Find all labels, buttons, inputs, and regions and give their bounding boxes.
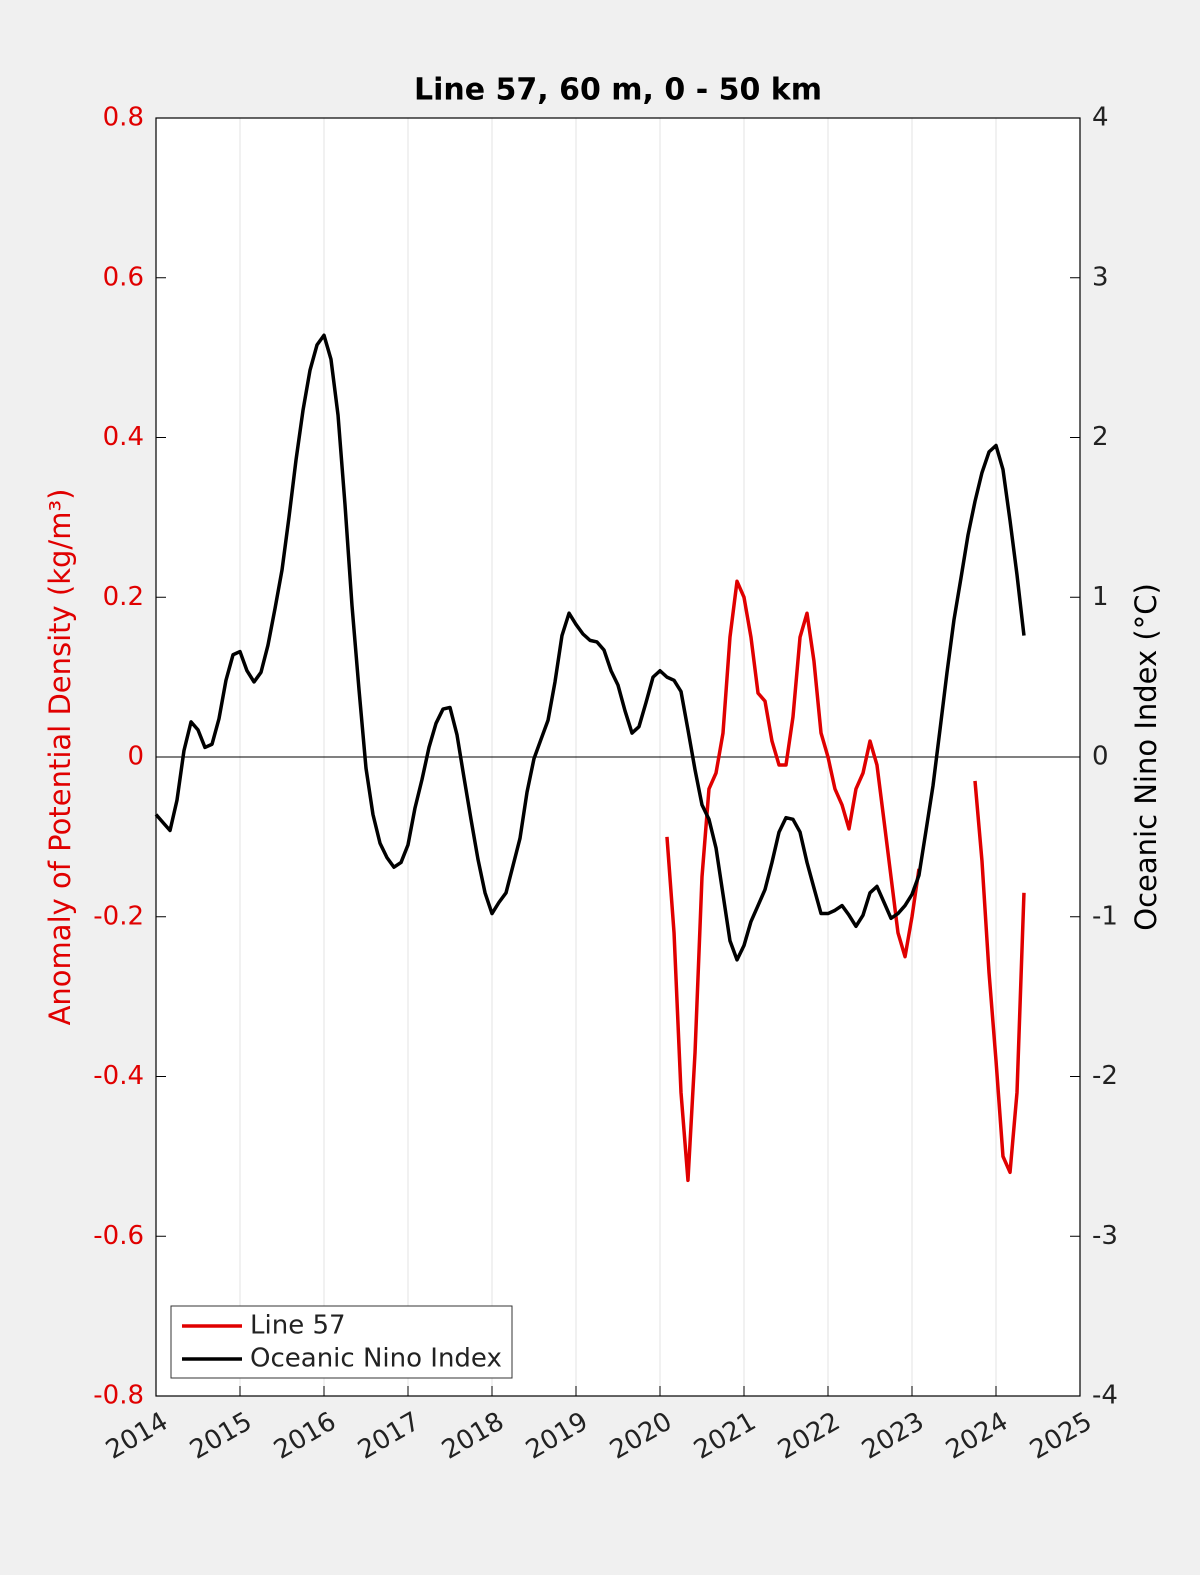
y-tick-label: -0.4	[93, 1061, 144, 1091]
y-tick-label: -0.6	[93, 1221, 144, 1251]
legend-label: Line 57	[250, 1311, 346, 1341]
data-line	[154, 333, 1026, 962]
y2-tick-label: -2	[1092, 1061, 1118, 1091]
legend-box	[170, 1305, 513, 1379]
y2-tick-label: -4	[1092, 1381, 1118, 1411]
y-axis-label: Anomaly of Potential Density (kg/m³)	[43, 489, 77, 1026]
y-tick-label: 0	[127, 742, 144, 772]
chart-title: Line 57, 60 m, 0 - 50 km	[414, 73, 822, 108]
y2-tick-label: -3	[1092, 1221, 1118, 1251]
y2-axis-label: Oceanic Nino Index (°C)	[1129, 583, 1163, 931]
y2-tick-label: 0	[1092, 742, 1109, 772]
y-tick-label: 0.8	[103, 103, 144, 133]
y-tick-label: 0.4	[103, 422, 144, 452]
y2-tick-label: -1	[1092, 901, 1118, 931]
y2-tick-label: 1	[1092, 582, 1109, 612]
legend-label: Oceanic Nino Index	[250, 1344, 502, 1374]
y2-tick-label: 2	[1092, 422, 1109, 452]
y-tick-label: -0.2	[93, 901, 144, 931]
y-tick-label: 0.2	[103, 582, 144, 612]
y-tick-label: -0.8	[93, 1381, 144, 1411]
y2-tick-label: 4	[1092, 103, 1109, 133]
data-line	[665, 579, 1026, 1183]
y-tick-label: 0.6	[103, 262, 144, 292]
y2-tick-label: 3	[1092, 262, 1109, 292]
plot-border	[155, 117, 1081, 1397]
